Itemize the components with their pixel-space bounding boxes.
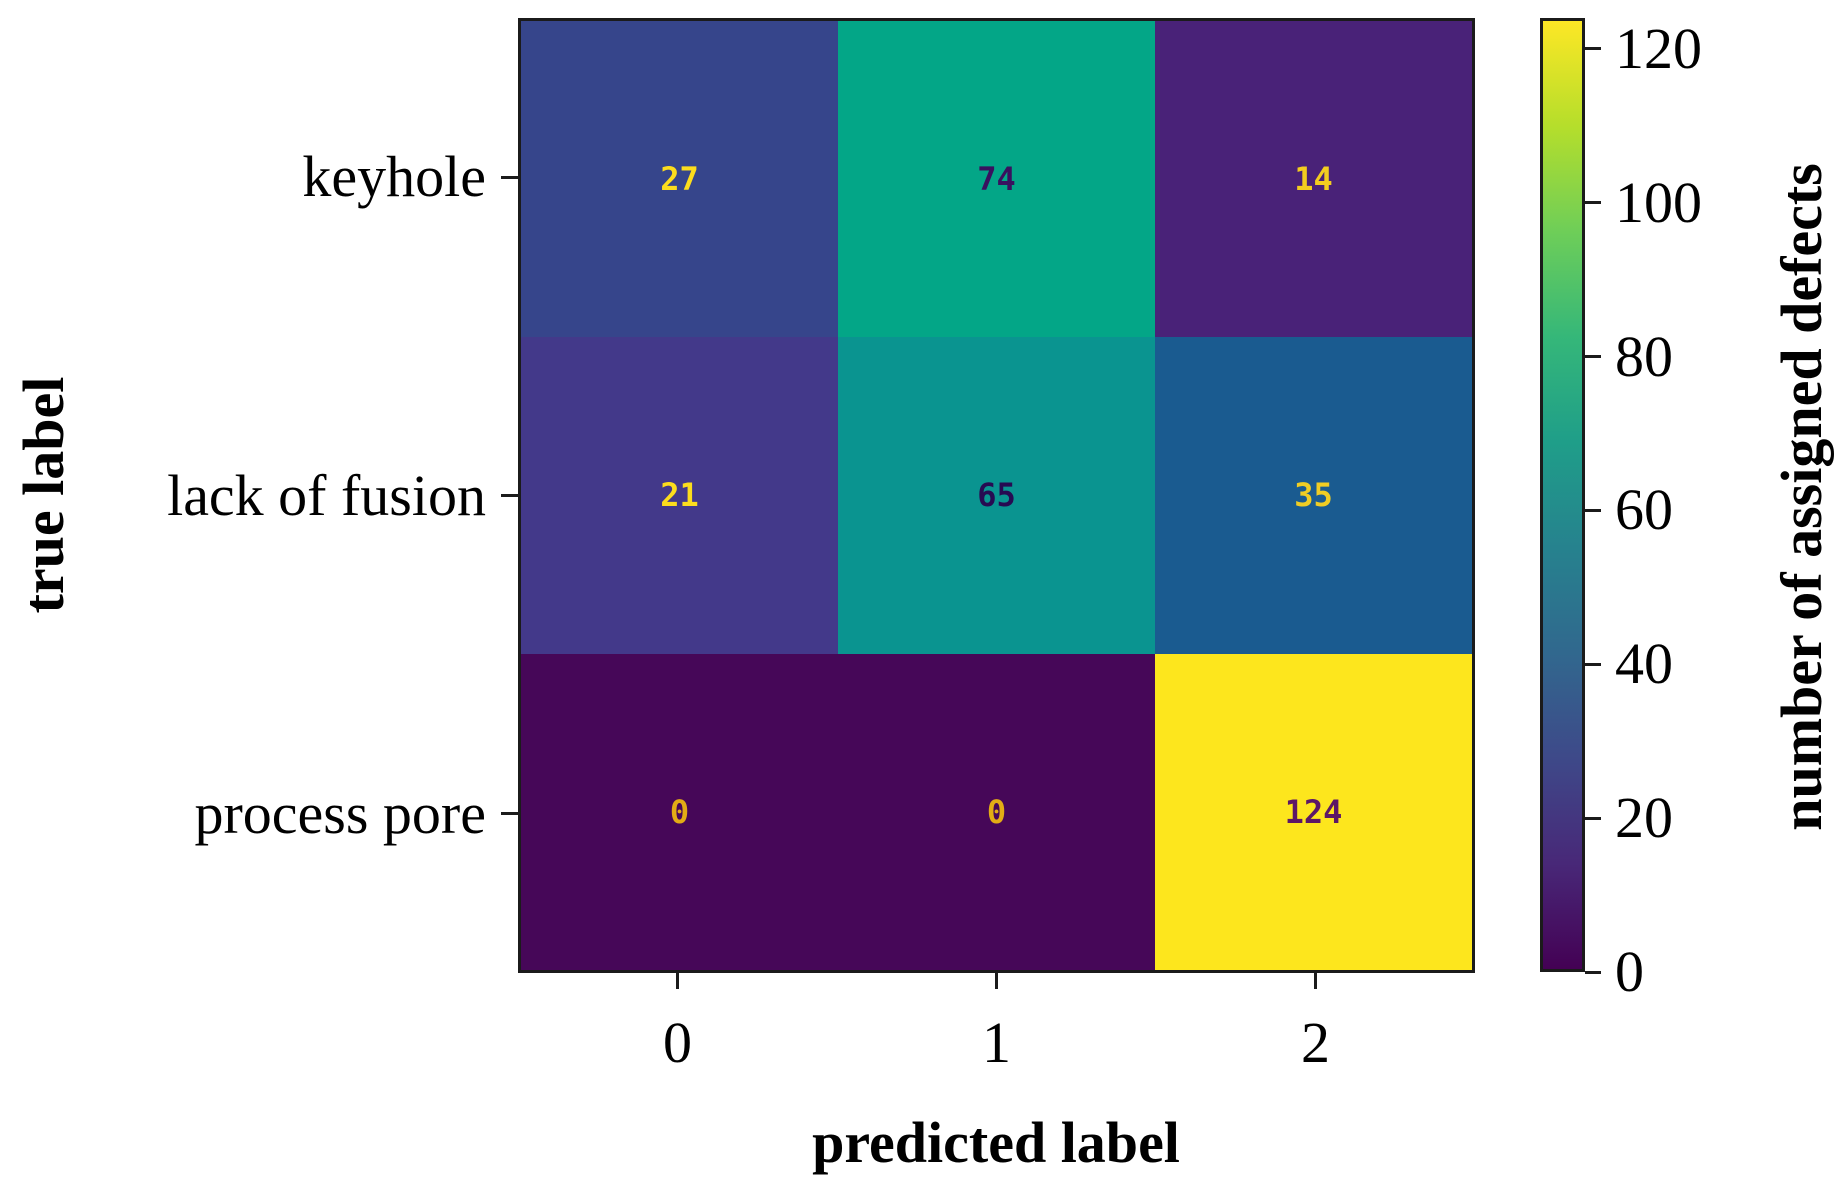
matrix-cell-1-1: 65 (838, 337, 1155, 654)
colorbar-tick-mark (1585, 201, 1601, 205)
colorbar-tick-label-6: 120 (1615, 15, 1702, 81)
colorbar-tick-label-5: 100 (1615, 169, 1702, 235)
matrix-cell-2-0: 0 (521, 653, 838, 970)
colorbar-tick-mark (1585, 355, 1601, 359)
colorbar-tick-label-0: 0 (1615, 939, 1644, 1004)
x-tick-label-1: 1 (982, 1010, 1011, 1075)
matrix-cell-1-2: 35 (1155, 337, 1472, 654)
cell-value: 14 (1294, 160, 1333, 199)
matrix-cell-0-0: 27 (521, 21, 838, 338)
matrix-cell-0-2: 14 (1155, 21, 1472, 338)
matrix-cell-0-1: 74 (838, 21, 1155, 338)
heatmap-grid: 27 74 14 21 65 35 0 0 124 (518, 18, 1475, 973)
colorbar-tick-mark (1585, 47, 1601, 51)
x-tick-mark (995, 973, 998, 989)
colorbar-title: number of assigned defects (1769, 163, 1834, 831)
colorbar-tick-mark (1585, 970, 1601, 974)
matrix-cell-2-2: 124 (1155, 653, 1472, 970)
colorbar-tick-label-4: 80 (1615, 323, 1673, 389)
cell-value: 21 (660, 476, 699, 515)
colorbar-tick-label-3: 60 (1615, 477, 1673, 543)
cell-value: 124 (1284, 792, 1343, 831)
y-tick-mark (501, 494, 518, 497)
x-tick-mark (1314, 973, 1317, 989)
cell-value: 74 (977, 160, 1016, 199)
colorbar-tick-mark (1585, 816, 1601, 820)
y-tick-label-1: lack of fusion (167, 462, 486, 528)
colorbar-tick-label-2: 40 (1615, 631, 1673, 697)
cell-value: 35 (1294, 476, 1333, 515)
matrix-cell-2-1: 0 (838, 653, 1155, 970)
y-tick-label-0: keyhole (302, 144, 486, 210)
x-tick-label-0: 0 (663, 1010, 692, 1075)
x-axis-title: predicted label (812, 1110, 1180, 1175)
cell-value: 27 (660, 160, 699, 199)
colorbar-tick-label-1: 20 (1615, 785, 1673, 851)
x-tick-label-2: 2 (1301, 1010, 1330, 1075)
y-tick-mark (501, 175, 518, 179)
cell-value: 0 (986, 792, 1007, 831)
colorbar-tick-mark (1585, 662, 1601, 666)
colorbar (1540, 18, 1585, 972)
cell-value: 0 (669, 792, 690, 831)
cell-value: 65 (977, 476, 1016, 515)
x-tick-mark (676, 973, 679, 989)
matrix-cell-1-0: 21 (521, 337, 838, 654)
y-tick-mark (501, 812, 518, 816)
colorbar-tick-mark (1585, 508, 1601, 512)
y-tick-label-2: process pore (194, 780, 486, 846)
